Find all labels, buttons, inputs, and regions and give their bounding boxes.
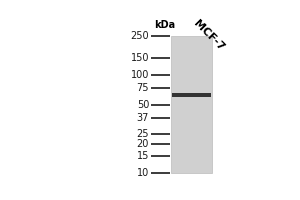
Text: 15: 15 [137, 151, 149, 161]
Bar [171, 36, 212, 173]
Text: 37: 37 [137, 113, 149, 123]
Text: 150: 150 [130, 53, 149, 63]
Text: 100: 100 [131, 70, 149, 80]
Text: 20: 20 [137, 139, 149, 149]
Text: 75: 75 [136, 83, 149, 93]
Bar [172, 93, 211, 97]
Text: 25: 25 [136, 129, 149, 139]
Text: MCF-7: MCF-7 [191, 18, 226, 53]
Text: 10: 10 [137, 168, 149, 178]
Text: kDa: kDa [154, 20, 175, 30]
Text: 250: 250 [130, 31, 149, 41]
Text: 50: 50 [137, 100, 149, 110]
